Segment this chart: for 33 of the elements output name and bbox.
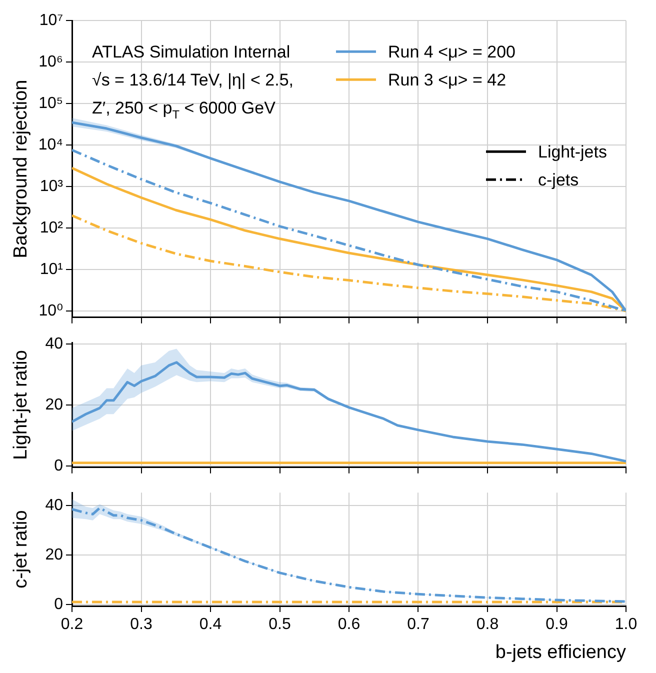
annotation: ATLAS Simulation Internal — [92, 42, 290, 62]
y-tick-label: 10⁶ — [38, 53, 63, 70]
x-tick-label: 0.4 — [199, 616, 222, 634]
y-tick-label: 0 — [54, 596, 64, 613]
x-tick-label: 0.2 — [60, 616, 84, 634]
y-tick-label: 20 — [45, 546, 64, 564]
y-tick-label: 40 — [45, 496, 64, 514]
y-axis-title: Light-jet ratio — [10, 350, 32, 460]
y-tick-label: 10⁴ — [38, 136, 64, 154]
x-tick-label: 1.0 — [614, 616, 638, 634]
x-axis-title: b-jets efficiency — [495, 642, 626, 663]
x-tick-label: 0.8 — [476, 616, 499, 634]
x-tick-label: 0.3 — [130, 616, 152, 634]
legend-label: Run 4 <μ> = 200 — [388, 42, 516, 62]
y-tick-label: 10² — [40, 219, 64, 236]
annotation: Light-jets — [538, 142, 607, 162]
y-tick-label: 10¹ — [40, 260, 63, 278]
y-axis-title: Background rejection — [10, 80, 32, 258]
annotation: √s = 13.6/14 TeV, |η| < 2.5, — [92, 70, 294, 90]
legend-label: Run 3 <μ> = 42 — [388, 70, 506, 90]
y-tick-label: 10⁷ — [39, 12, 64, 30]
x-tick-label: 0.5 — [268, 616, 291, 634]
x-tick-label: 0.6 — [338, 616, 360, 634]
annotation: c-jets — [538, 170, 579, 190]
y-tick-label: 10³ — [40, 178, 64, 195]
y-tick-label: 20 — [45, 396, 64, 414]
y-tick-label: 10⁰ — [38, 302, 63, 320]
y-tick-label: 40 — [45, 336, 64, 353]
y-axis-title: c-jet ratio — [10, 510, 32, 588]
x-tick-label: 0.9 — [546, 616, 568, 634]
y-tick-label: 10⁵ — [38, 94, 63, 112]
y-tick-label: 0 — [54, 457, 64, 474]
x-tick-label: 0.7 — [407, 616, 430, 634]
